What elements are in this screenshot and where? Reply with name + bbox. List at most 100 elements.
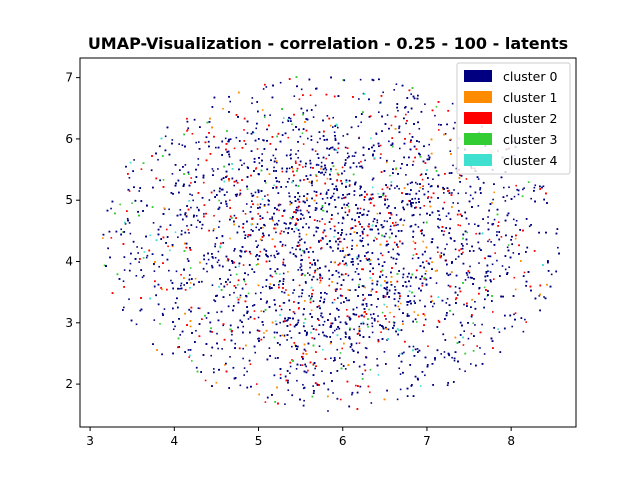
scatter-point xyxy=(435,105,438,108)
scatter-point xyxy=(321,277,324,279)
scatter-point xyxy=(242,325,245,328)
scatter-point xyxy=(522,330,525,333)
scatter-point xyxy=(217,250,220,253)
scatter-point xyxy=(339,338,342,340)
scatter-point xyxy=(446,297,449,300)
scatter-point xyxy=(394,286,396,288)
scatter-point xyxy=(283,335,286,338)
scatter-point xyxy=(306,199,308,202)
scatter-point xyxy=(273,184,275,187)
scatter-point xyxy=(367,326,369,328)
scatter-point xyxy=(217,259,220,262)
scatter-point xyxy=(465,192,467,194)
scatter-point xyxy=(487,270,489,273)
scatter-point xyxy=(513,276,516,279)
scatter-point xyxy=(333,329,336,332)
scatter-point xyxy=(474,324,476,326)
scatter-point xyxy=(340,240,342,243)
scatter-point xyxy=(398,127,400,130)
scatter-point xyxy=(226,259,229,262)
scatter-point xyxy=(296,167,299,170)
scatter-point xyxy=(388,188,391,190)
scatter-point xyxy=(129,232,132,235)
scatter-point xyxy=(402,276,404,279)
scatter-point xyxy=(481,323,483,326)
scatter-point xyxy=(379,102,381,104)
scatter-point xyxy=(300,263,302,265)
scatter-point xyxy=(337,212,339,215)
scatter-point xyxy=(128,298,130,301)
scatter-point xyxy=(255,127,258,130)
scatter-point xyxy=(233,184,236,187)
scatter-point xyxy=(344,211,347,214)
scatter-point xyxy=(226,191,228,193)
scatter-point xyxy=(513,195,516,198)
scatter-point xyxy=(454,298,457,301)
scatter-point xyxy=(344,368,347,370)
scatter-point xyxy=(419,186,422,189)
scatter-point xyxy=(137,252,139,254)
scatter-point xyxy=(321,370,323,373)
scatter-point xyxy=(254,292,257,295)
scatter-point xyxy=(184,164,187,166)
scatter-point xyxy=(197,164,200,166)
scatter-point xyxy=(347,274,350,277)
scatter-point xyxy=(142,257,145,259)
scatter-point xyxy=(305,334,308,337)
scatter-point xyxy=(332,126,334,128)
scatter-point xyxy=(397,109,399,112)
scatter-point xyxy=(191,194,193,196)
scatter-point xyxy=(468,271,471,274)
scatter-point xyxy=(241,164,243,166)
scatter-point xyxy=(205,317,208,319)
scatter-point xyxy=(290,149,292,151)
scatter-point xyxy=(467,276,470,279)
scatter-point xyxy=(368,308,370,311)
scatter-point xyxy=(295,255,298,258)
scatter-point xyxy=(298,244,301,246)
scatter-point xyxy=(102,237,104,239)
scatter-point xyxy=(228,199,231,202)
scatter-point xyxy=(421,178,424,181)
scatter-point xyxy=(291,123,293,126)
scatter-point xyxy=(538,294,541,297)
scatter-point xyxy=(236,296,239,299)
scatter-point xyxy=(131,202,133,204)
scatter-point xyxy=(401,320,404,323)
scatter-point xyxy=(257,244,260,247)
scatter-point xyxy=(389,225,392,228)
scatter-point xyxy=(313,190,316,193)
scatter-point xyxy=(282,272,285,275)
scatter-point xyxy=(381,274,384,276)
scatter-point xyxy=(301,364,304,366)
scatter-point xyxy=(357,254,360,257)
scatter-point xyxy=(242,264,245,266)
scatter-point xyxy=(511,325,514,328)
scatter-point xyxy=(289,117,292,120)
scatter-point xyxy=(332,331,334,334)
scatter-point xyxy=(341,222,344,225)
scatter-point xyxy=(350,344,353,347)
scatter-point xyxy=(195,141,197,144)
scatter-point xyxy=(311,184,313,187)
scatter-point xyxy=(136,246,138,248)
scatter-point xyxy=(464,279,467,281)
scatter-point xyxy=(513,313,515,316)
scatter-point xyxy=(370,402,373,404)
scatter-point xyxy=(360,322,362,325)
scatter-point xyxy=(279,203,282,206)
scatter-point xyxy=(387,328,390,331)
scatter-point xyxy=(212,170,215,172)
scatter-point xyxy=(335,290,337,292)
scatter-point xyxy=(264,401,267,403)
scatter-point xyxy=(218,199,220,202)
scatter-point xyxy=(474,223,476,226)
scatter-point xyxy=(251,97,254,99)
scatter-point xyxy=(254,191,257,194)
scatter-point xyxy=(256,148,259,150)
scatter-point xyxy=(399,388,402,391)
scatter-point xyxy=(455,167,458,170)
scatter-point xyxy=(494,252,496,254)
scatter-point xyxy=(381,188,384,191)
scatter-point xyxy=(453,189,455,191)
